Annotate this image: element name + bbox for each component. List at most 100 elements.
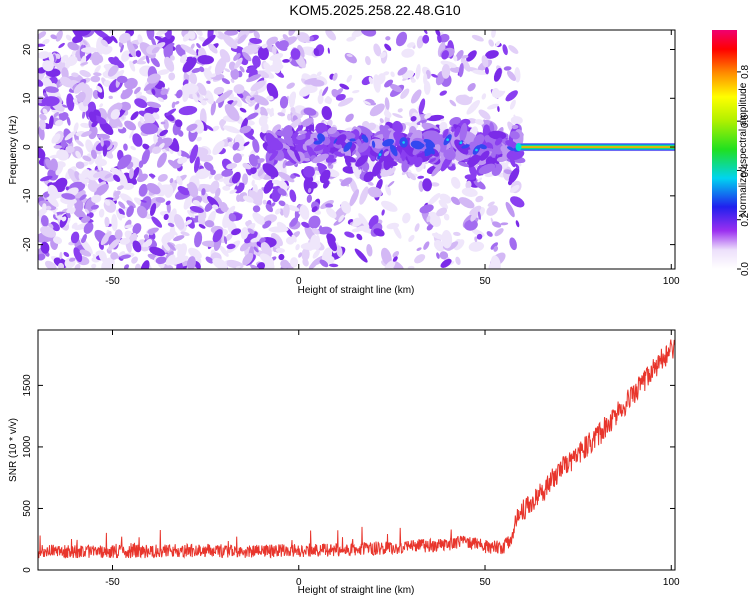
- heatmap-cell: [410, 78, 416, 83]
- heatmap-cell: [224, 103, 240, 122]
- heatmap-cell: [104, 216, 110, 228]
- heatmap-cell: [461, 54, 469, 59]
- heatmap-cell: [335, 134, 347, 145]
- heatmap-cell: [79, 70, 91, 78]
- heatmap-cell: [349, 138, 356, 142]
- heatmap-cell: [473, 179, 486, 190]
- heatmap-cell: [79, 30, 92, 37]
- heatmap-cell: [149, 246, 166, 257]
- heatmap-cell: [232, 153, 242, 164]
- heatmap-cell: [488, 39, 495, 47]
- heatmap-cell: [211, 204, 219, 210]
- heatmap-cell: [246, 74, 262, 83]
- heatmap-cell: [177, 156, 188, 164]
- heatmap-cell: [132, 223, 142, 235]
- colorbar-tick-label: 0.0: [740, 262, 750, 276]
- heatmap-cell: [200, 100, 207, 106]
- heatmap-cell: [390, 71, 395, 78]
- heatmap-cell: [290, 106, 296, 114]
- heatmap-cell: [61, 193, 76, 200]
- heatmap-cell: [272, 45, 277, 55]
- heatmap-cell: [63, 251, 70, 258]
- heatmap-cell: [318, 225, 323, 232]
- heatmap-cell: [124, 219, 132, 230]
- heatmap-cell: [346, 53, 353, 58]
- heatmap-cell: [228, 61, 236, 71]
- heatmap-cell: [503, 169, 513, 175]
- x-tick-label: 50: [479, 276, 491, 287]
- heatmap-cell: [508, 45, 519, 54]
- heatmap-cell: [425, 142, 435, 155]
- heatmap-cell: [170, 55, 175, 61]
- heatmap-cell: [114, 69, 125, 79]
- heatmap-cell: [385, 184, 392, 196]
- heatmap-cell: [197, 55, 214, 65]
- heatmap-cell: [257, 167, 265, 177]
- heatmap-cell: [495, 40, 501, 47]
- heatmap-cell: [165, 108, 177, 116]
- heatmap-cell: [145, 55, 150, 64]
- heatmap-cell: [214, 57, 227, 75]
- heatmap-cell: [187, 210, 196, 219]
- heatmap-cell: [242, 195, 254, 203]
- heatmap-cell: [118, 171, 129, 190]
- heatmap-cell: [296, 32, 310, 43]
- heatmap-cell: [107, 65, 119, 77]
- heatmap-cell: [82, 110, 86, 119]
- heatmap-cell: [449, 66, 462, 73]
- heatmap-cell: [191, 67, 202, 74]
- heatmap-cell: [120, 44, 124, 53]
- heatmap-cell: [439, 90, 447, 96]
- heatmap-cell: [230, 228, 242, 236]
- heatmap-cell: [124, 77, 138, 90]
- heatmap-cell: [90, 204, 99, 210]
- heatmap-cell: [368, 76, 374, 85]
- heatmap-cell: [90, 149, 97, 159]
- heatmap-cell: [219, 49, 231, 63]
- heatmap-cell: [126, 200, 136, 209]
- heatmap-cell: [449, 99, 457, 107]
- heatmap-cell: [508, 167, 520, 184]
- heatmap-cell: [79, 249, 92, 257]
- heatmap-cell: [280, 259, 290, 269]
- heatmap-cell: [511, 124, 519, 130]
- heatmap-cell: [389, 83, 403, 93]
- heatmap-cell: [356, 225, 369, 231]
- heatmap-cell: [239, 107, 247, 113]
- heatmap-cell: [181, 83, 199, 95]
- y-tick-label: 10: [22, 92, 33, 104]
- heatmap-cell: [282, 125, 293, 135]
- heatmap-cell: [263, 214, 278, 224]
- heatmap-cell: [416, 119, 427, 125]
- heatmap-cell: [178, 105, 198, 116]
- heatmap-cell: [259, 237, 266, 243]
- heatmap-cell: [414, 223, 420, 232]
- heatmap-cell: [327, 126, 338, 135]
- heatmap-cell: [290, 257, 299, 268]
- heatmap-cell: [146, 101, 162, 108]
- heatmap-y-axis-label: Frequency (Hz): [8, 116, 19, 185]
- heatmap-cell: [40, 215, 49, 227]
- heatmap-cell: [70, 231, 80, 244]
- heatmap-cell: [295, 244, 300, 251]
- heatmap-cell: [446, 138, 449, 142]
- y-tick-label: -10: [22, 188, 33, 203]
- heatmap-cell: [359, 186, 369, 205]
- heatmap-cell: [82, 88, 93, 107]
- heatmap-x-ticks: -50 0 50 100: [105, 30, 680, 287]
- heatmap-cell: [173, 213, 185, 230]
- heatmap-cell: [42, 191, 49, 196]
- heatmap-cell: [316, 162, 328, 170]
- heatmap-cell: [182, 57, 197, 73]
- heatmap-cell: [395, 31, 408, 47]
- y-tick-label: -20: [22, 237, 33, 252]
- heatmap-cell: [352, 219, 363, 227]
- heatmap-cell: [387, 181, 395, 187]
- heatmap-cell: [305, 131, 311, 141]
- heatmap-cell: [68, 257, 76, 262]
- heatmap-cell: [250, 264, 260, 269]
- heatmap-cell: [233, 96, 243, 108]
- heatmap-cell: [204, 220, 215, 228]
- heatmap-cell: [487, 201, 495, 207]
- heatmap-cell: [111, 214, 118, 232]
